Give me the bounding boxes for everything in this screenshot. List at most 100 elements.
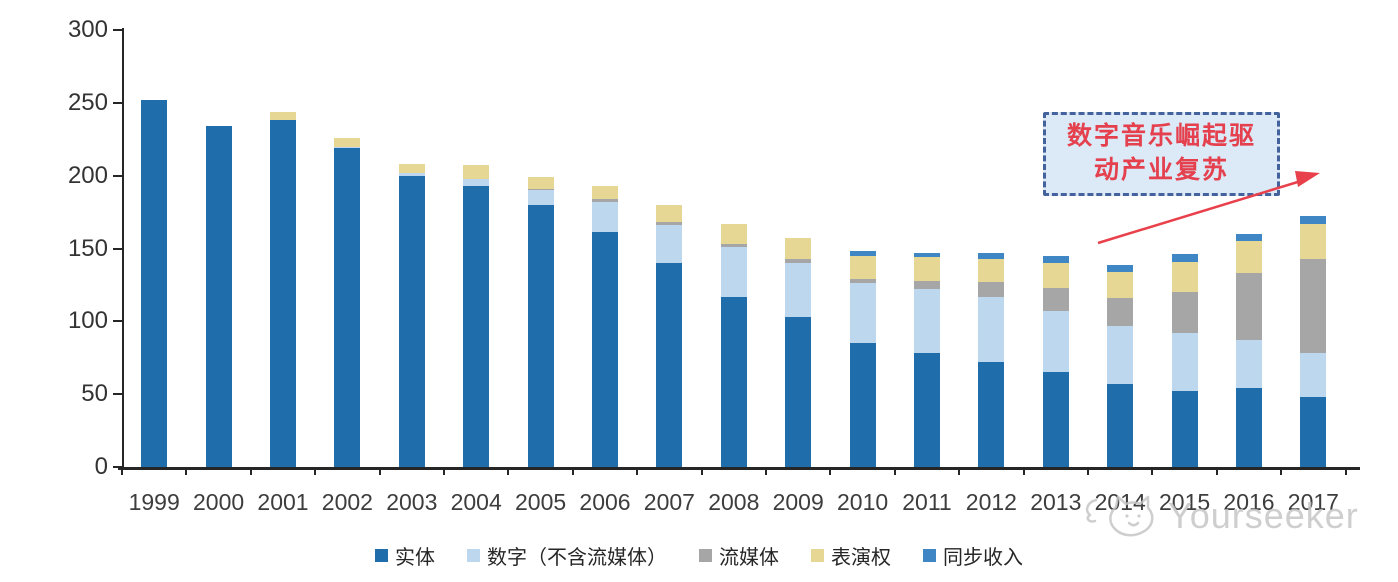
y-axis-tick — [113, 393, 122, 396]
bar-segment — [270, 120, 296, 467]
annotation-text-line1: 数字音乐崛起驱 — [1066, 123, 1256, 151]
bar-segment — [1042, 287, 1069, 312]
x-axis-year-label: 2012 — [965, 489, 1017, 515]
watermark: Yourseeker — [1082, 492, 1359, 540]
y-axis-tick-label: 0 — [94, 453, 108, 480]
bar-segment — [785, 263, 812, 317]
bar-segment — [527, 190, 554, 205]
x-axis-tick — [443, 467, 445, 475]
bar-segment — [1042, 311, 1069, 373]
x-axis-tick — [765, 467, 767, 475]
bar-segment — [527, 177, 554, 189]
x-axis-year-label: 2007 — [643, 489, 695, 515]
bar-segment — [1300, 397, 1327, 467]
bar-segment — [1300, 258, 1327, 354]
x-axis-year-label: 2005 — [515, 489, 567, 515]
bar-segment — [592, 185, 618, 199]
bar-segment — [1171, 292, 1198, 333]
y-axis-tick — [113, 101, 122, 104]
x-axis-tick — [185, 467, 188, 475]
bar-segment — [978, 252, 1005, 259]
bar-segment — [1236, 340, 1262, 389]
bar-segment — [1236, 241, 1262, 274]
bar-segment — [1300, 353, 1327, 398]
y-axis-tick — [113, 320, 122, 323]
bar-segment — [592, 201, 618, 233]
x-axis-tick — [121, 467, 123, 475]
bar-segment — [334, 147, 361, 467]
x-axis-tick — [829, 467, 832, 475]
bar-segment — [1107, 264, 1134, 272]
bar-segment — [1171, 332, 1198, 392]
legend-item: 数字（不含流媒体） — [467, 541, 667, 570]
y-axis-tick-label: 100 — [67, 307, 108, 335]
x-axis-tick — [507, 467, 510, 475]
bar-segment — [978, 258, 1005, 282]
bar-segment — [398, 175, 425, 467]
bar-segment — [1300, 216, 1327, 224]
bar-segment — [720, 244, 747, 248]
bar-segment — [785, 238, 812, 259]
bar-segment — [398, 172, 425, 176]
watermark-text: Yourseeker — [1168, 495, 1359, 536]
bar-segment — [1171, 391, 1198, 467]
bar-segment — [849, 251, 876, 256]
x-axis-year-label: 2008 — [708, 489, 760, 515]
bar-segment — [720, 296, 747, 467]
bar-segment — [978, 362, 1005, 467]
y-axis-tick — [113, 174, 122, 177]
x-axis-year-label: 2003 — [386, 489, 438, 515]
x-axis-year-label: 1999 — [128, 489, 180, 515]
bar-segment — [527, 188, 554, 191]
bar-segment — [656, 204, 683, 223]
y-axis-tick-label: 250 — [67, 88, 108, 116]
x-axis-tick — [700, 467, 703, 475]
legend-swatch-icon — [467, 549, 480, 562]
bar-segment — [527, 204, 554, 467]
bar-segment — [334, 137, 361, 147]
y-axis-tick — [113, 466, 122, 468]
bar-segment — [656, 222, 683, 226]
bar-segment — [978, 282, 1005, 297]
legend-swatch-icon — [699, 549, 712, 562]
y-axis-tick-label: 150 — [67, 234, 108, 262]
bar-segment — [720, 247, 747, 297]
x-axis-year-label: 2002 — [321, 489, 373, 515]
bar-segment — [785, 316, 812, 467]
annotation-text-line2: 动产业复苏 — [1093, 157, 1229, 184]
chart-legend: 实体 数字（不含流媒体） 流媒体 表演权 同步收入 — [0, 541, 1398, 570]
bar-segment — [914, 252, 940, 258]
legend-item: 流媒体 — [699, 541, 779, 570]
bar-segment — [398, 164, 425, 173]
bar-segment — [720, 223, 747, 245]
legend-label: 同步收入 — [943, 547, 1023, 569]
y-axis-tick — [113, 29, 122, 31]
x-axis-tick — [893, 467, 896, 475]
bar-segment — [141, 99, 168, 467]
x-axis-year-label: 2006 — [579, 489, 631, 515]
x-axis-year-label: 2017 — [1287, 489, 1339, 515]
bar-segment — [1107, 325, 1134, 384]
bar-segment — [656, 263, 683, 467]
legend-label: 数字（不含流媒体） — [487, 547, 667, 569]
bar-segment — [205, 126, 232, 467]
legend-swatch-icon — [811, 549, 824, 562]
bar-segment — [334, 146, 361, 148]
bar-segment — [1042, 263, 1069, 288]
y-axis-tick — [113, 247, 122, 250]
annotation-callout: 数字音乐崛起驱 动产业复苏 — [1043, 112, 1280, 196]
bar-segment — [914, 257, 940, 281]
y-axis-tick-label: 200 — [67, 161, 108, 189]
x-axis-tick — [958, 467, 961, 475]
bar-segment — [849, 283, 876, 344]
bar-segment — [592, 232, 618, 467]
x-axis-tick — [1215, 467, 1218, 475]
bar-segment — [914, 280, 940, 290]
bar-segment — [463, 165, 490, 179]
bar-segment — [849, 343, 876, 467]
bar-segment — [785, 258, 812, 264]
bar-segment — [592, 198, 618, 202]
bar-segment — [1236, 233, 1262, 242]
x-axis-year-label: 2004 — [450, 489, 502, 515]
